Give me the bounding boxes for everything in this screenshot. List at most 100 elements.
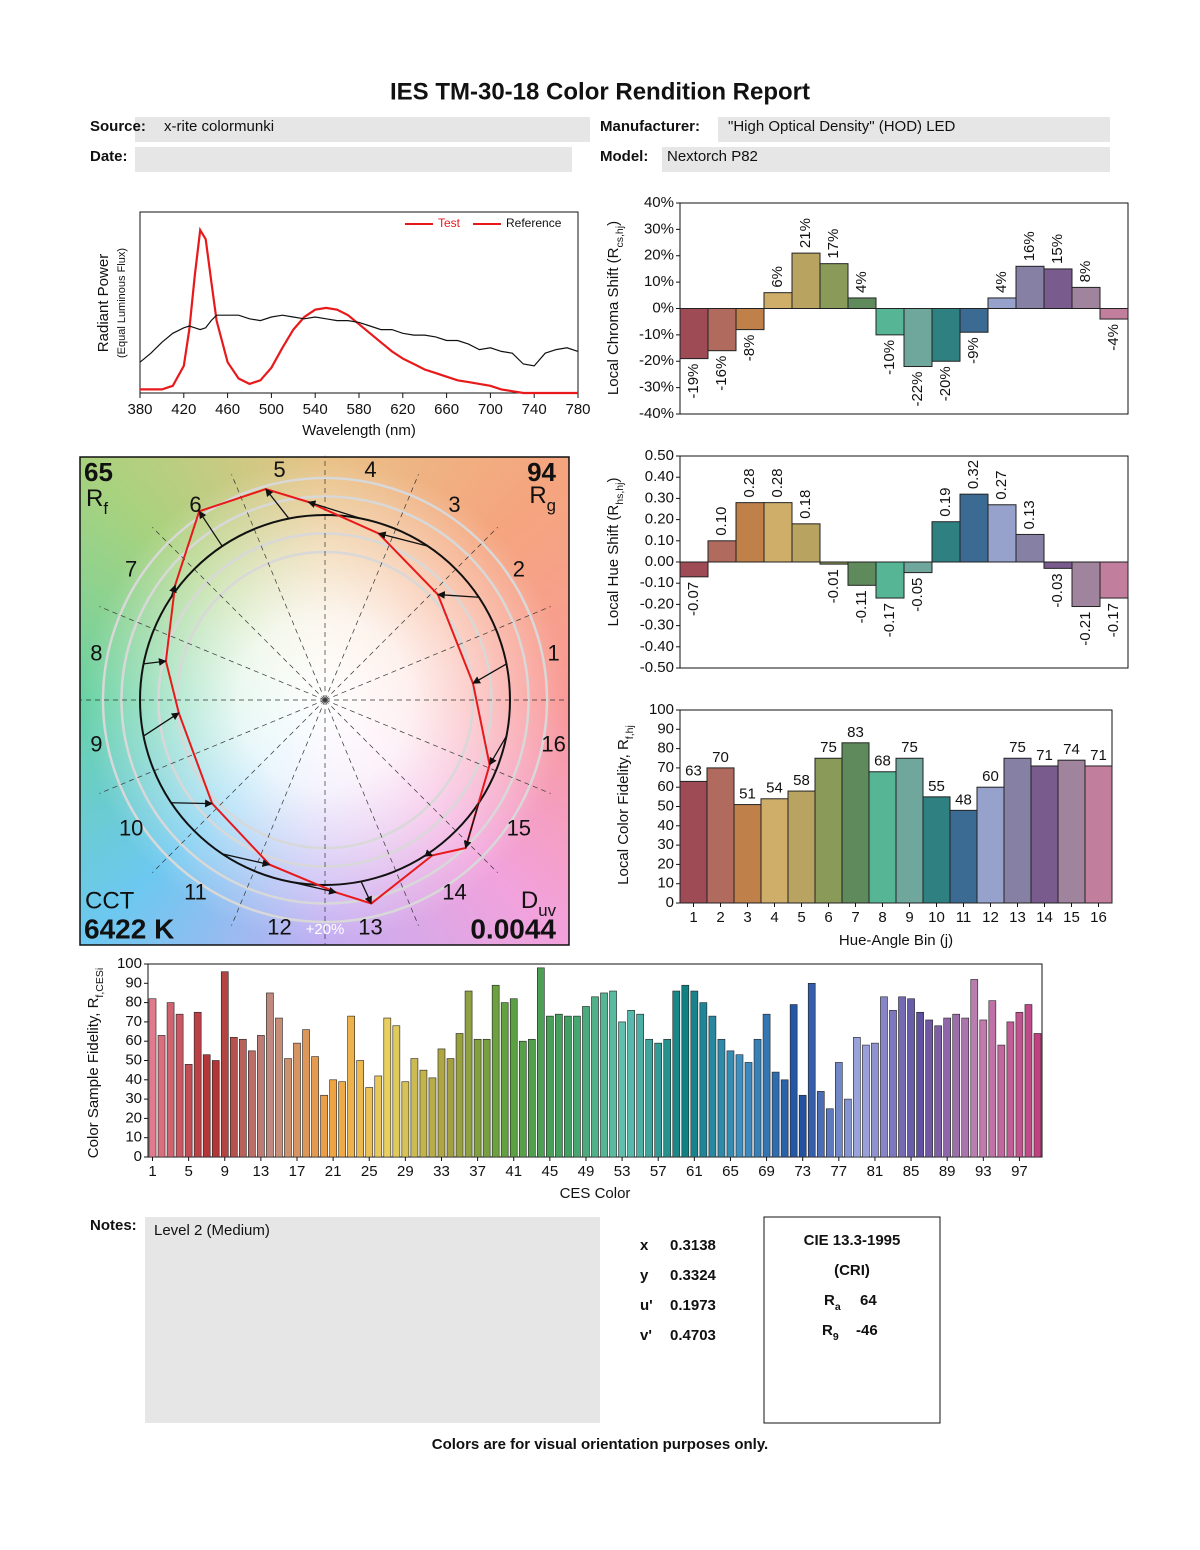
- bar: [401, 1081, 410, 1158]
- cct-value: 6422 K: [84, 913, 174, 944]
- shift-arrow: [169, 584, 177, 598]
- bin-label: 16: [541, 731, 565, 756]
- bar: [166, 1002, 175, 1158]
- field-label: Manufacturer:: [600, 118, 700, 135]
- bin-label: 1: [547, 640, 559, 665]
- bar: [1030, 765, 1059, 904]
- bar: [916, 1011, 924, 1158]
- value-label: 74: [1063, 741, 1080, 758]
- y-tick-label: -0.20: [640, 595, 674, 612]
- y-tick-label: -0.40: [640, 638, 674, 655]
- bin-label: 9: [90, 731, 102, 756]
- bar: [853, 1037, 861, 1158]
- x-tick-label: 37: [469, 1163, 486, 1180]
- text-part: Local Hue Shift (R: [605, 505, 622, 627]
- bar: [428, 1077, 437, 1158]
- x-axis-title: Wavelength (nm): [302, 422, 416, 439]
- bar: [791, 252, 821, 310]
- duv-label: Duv: [521, 887, 557, 920]
- shift-arrow: [222, 853, 271, 867]
- bar: [1099, 561, 1129, 599]
- bar: [1071, 286, 1101, 309]
- x-tick-label: 3: [743, 909, 751, 926]
- bar: [943, 1017, 951, 1158]
- value-label: 21%: [797, 218, 814, 248]
- value-label: 83: [847, 724, 864, 741]
- bar: [961, 1017, 970, 1158]
- value-label: -0.01: [825, 569, 842, 603]
- shift-arrow: [171, 799, 213, 808]
- bar: [753, 1038, 762, 1158]
- x-tick-label: 10: [928, 909, 945, 926]
- legend-label: Reference: [506, 216, 562, 230]
- y-tick-label: -0.10: [640, 574, 674, 591]
- bar: [383, 1017, 392, 1158]
- subscript: g: [547, 496, 556, 515]
- bar: [844, 1098, 852, 1158]
- y-tick-label: 0.40: [645, 468, 674, 485]
- y-tick-label: 20: [657, 855, 674, 872]
- x-tick-label: 1: [148, 1163, 156, 1180]
- x-tick-label: 5: [184, 1163, 192, 1180]
- value-label: 60: [982, 768, 999, 785]
- bar: [672, 990, 681, 1158]
- chromaticity-label: y: [640, 1267, 649, 1284]
- value-label: 48: [955, 791, 972, 808]
- bar: [537, 967, 545, 1158]
- bar: [193, 1011, 202, 1158]
- bar: [410, 1058, 419, 1158]
- bin-divider: [324, 474, 419, 701]
- bar: [771, 1071, 780, 1158]
- bar: [707, 308, 737, 352]
- bar: [726, 1050, 735, 1158]
- bin-label: 14: [442, 880, 466, 905]
- bar: [527, 1038, 536, 1158]
- bar: [518, 1040, 527, 1158]
- bar: [302, 1029, 310, 1158]
- bar: [708, 1015, 717, 1158]
- shift-arrow: [143, 712, 180, 737]
- x-tick-label: 460: [215, 401, 240, 418]
- bar: [284, 1058, 292, 1158]
- y-tick-label: 30%: [644, 220, 674, 237]
- bar: [564, 1015, 572, 1158]
- value-label: 0.27: [993, 471, 1010, 500]
- spectrum-line: [139, 314, 579, 367]
- y-tick-label: 10: [125, 1129, 142, 1146]
- bin-label: 12: [267, 914, 291, 939]
- bar: [338, 1081, 346, 1158]
- y-tick-label: -20%: [639, 352, 674, 369]
- x-tick-label: 29: [397, 1163, 414, 1180]
- value-label: -0.17: [1105, 603, 1122, 637]
- subscript: uv: [538, 901, 556, 920]
- bar: [1071, 561, 1101, 608]
- x-axis-title: CES Color: [560, 1185, 631, 1202]
- bar: [464, 990, 473, 1158]
- value-label: 4%: [993, 271, 1010, 293]
- bin-label: 2: [513, 556, 525, 581]
- value-label: -8%: [741, 335, 758, 362]
- x-tick-label: 620: [390, 401, 415, 418]
- bar: [202, 1054, 211, 1158]
- spectrum-line: [140, 226, 578, 395]
- x-tick-label: 69: [758, 1163, 775, 1180]
- bar: [654, 1042, 663, 1158]
- bar: [835, 1062, 843, 1158]
- bar: [329, 1079, 337, 1158]
- chromaticity-value: 0.3138: [670, 1237, 716, 1254]
- x-tick-label: 9: [221, 1163, 229, 1180]
- y-tick-label: 70: [657, 759, 674, 776]
- bar: [791, 523, 821, 563]
- bar: [903, 561, 933, 574]
- x-tick-label: 73: [794, 1163, 811, 1180]
- field-box: [718, 117, 1110, 142]
- bar: [220, 971, 229, 1158]
- y-tick-label: 50: [125, 1051, 142, 1068]
- bar: [735, 1054, 744, 1158]
- bar: [663, 1038, 672, 1158]
- value-label: 75: [820, 739, 837, 756]
- subscript: 9: [833, 1331, 839, 1343]
- bar: [347, 1015, 355, 1158]
- bar: [1099, 308, 1129, 320]
- y-tick-label: 0.30: [645, 489, 674, 506]
